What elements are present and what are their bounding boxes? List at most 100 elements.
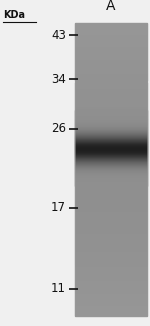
Bar xyxy=(75,289,147,290)
Bar xyxy=(75,306,147,307)
Bar xyxy=(75,130,147,131)
Bar xyxy=(75,286,147,287)
Bar xyxy=(75,122,147,123)
Bar xyxy=(75,165,147,166)
Bar xyxy=(75,309,147,310)
Bar xyxy=(75,94,147,95)
Bar xyxy=(75,278,147,279)
Bar xyxy=(75,211,147,212)
Bar xyxy=(75,154,147,155)
Bar xyxy=(75,134,147,135)
Bar xyxy=(75,176,147,177)
Bar xyxy=(75,207,147,208)
Bar xyxy=(75,131,147,132)
Bar xyxy=(75,241,147,242)
Bar xyxy=(75,26,147,27)
Bar xyxy=(75,83,147,84)
Bar xyxy=(75,72,147,73)
Bar xyxy=(75,78,147,79)
Bar xyxy=(75,225,147,226)
Bar xyxy=(75,300,147,301)
Bar xyxy=(75,169,147,170)
Bar xyxy=(75,143,147,144)
Bar xyxy=(75,75,147,76)
Bar xyxy=(75,113,147,114)
Bar xyxy=(75,220,147,221)
Bar xyxy=(75,296,147,297)
Bar xyxy=(75,153,147,154)
Bar xyxy=(75,29,147,30)
Bar xyxy=(75,303,147,304)
Bar xyxy=(75,209,147,210)
Bar xyxy=(75,129,147,130)
Bar xyxy=(75,184,147,185)
Bar xyxy=(75,182,147,183)
Bar xyxy=(75,58,147,59)
Bar xyxy=(75,36,147,37)
Bar xyxy=(75,202,147,203)
Bar xyxy=(75,172,147,173)
Bar xyxy=(75,272,147,273)
Bar xyxy=(75,25,147,26)
Bar xyxy=(75,223,147,224)
Bar xyxy=(75,136,147,137)
Bar xyxy=(75,179,147,180)
Bar xyxy=(75,175,147,176)
Bar xyxy=(75,67,147,68)
Bar xyxy=(75,203,147,204)
Bar xyxy=(75,282,147,283)
Bar xyxy=(75,139,147,140)
Bar xyxy=(75,212,147,213)
Bar xyxy=(75,47,147,48)
Bar xyxy=(75,199,147,200)
Bar xyxy=(75,39,147,40)
Bar xyxy=(75,85,147,86)
Bar xyxy=(75,49,147,50)
Bar xyxy=(75,259,147,260)
Bar xyxy=(75,248,147,249)
Bar xyxy=(75,103,147,104)
Text: 43: 43 xyxy=(51,29,66,42)
Bar xyxy=(75,35,147,36)
Bar xyxy=(75,279,147,280)
Bar xyxy=(75,304,147,305)
Bar xyxy=(75,151,147,152)
Bar xyxy=(75,86,147,87)
Bar xyxy=(75,254,147,255)
Bar xyxy=(75,310,147,311)
Bar xyxy=(75,231,147,232)
Bar xyxy=(75,238,147,239)
Bar xyxy=(75,24,147,25)
Bar xyxy=(75,127,147,128)
Bar xyxy=(75,281,147,282)
Bar xyxy=(75,123,147,124)
Text: KDa: KDa xyxy=(3,10,25,20)
Bar xyxy=(75,95,147,96)
Bar xyxy=(75,315,147,316)
Bar xyxy=(75,71,147,72)
Bar xyxy=(75,52,147,53)
Bar xyxy=(75,161,147,162)
Bar xyxy=(75,292,147,293)
Bar xyxy=(75,44,147,45)
Bar xyxy=(75,186,147,187)
Bar xyxy=(75,243,147,244)
Bar xyxy=(75,66,147,67)
Bar xyxy=(75,107,147,108)
Bar xyxy=(75,191,147,192)
Bar xyxy=(75,167,147,168)
Bar xyxy=(75,110,147,111)
Bar xyxy=(75,61,147,62)
Text: A: A xyxy=(106,0,116,13)
Bar xyxy=(75,247,147,248)
Bar xyxy=(75,208,147,209)
Bar xyxy=(75,112,147,113)
Bar xyxy=(75,77,147,78)
Bar xyxy=(75,267,147,268)
Bar xyxy=(75,89,147,90)
Bar xyxy=(75,84,147,85)
Bar xyxy=(75,299,147,300)
Bar xyxy=(75,62,147,63)
Bar xyxy=(75,185,147,186)
Bar xyxy=(75,178,147,179)
